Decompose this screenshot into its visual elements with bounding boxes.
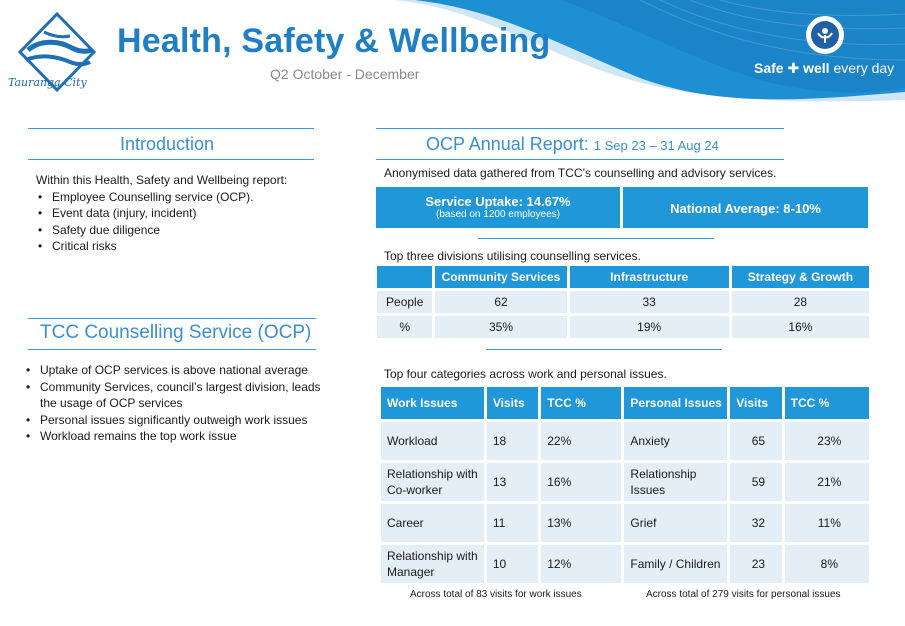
ocp-title-label: OCP Annual Report: [426, 134, 589, 154]
table-cell: 12% [541, 545, 622, 583]
table-cell: Relationship Issues [624, 463, 728, 501]
page-subtitle: Q2 October - December [270, 66, 420, 82]
table-cell: 23% [784, 422, 869, 460]
list-item: Critical risks [36, 238, 326, 255]
table-cell: 28 [731, 291, 869, 313]
header-wave [395, 0, 905, 102]
ocp-description: Anonymised data gathered from TCC’s coun… [384, 166, 777, 180]
table-cell: 65 [730, 422, 782, 460]
tagline: Safe ✚ well every day [754, 60, 894, 77]
table-cell: 62 [435, 291, 567, 313]
table-header-cell: Strategy & Growth [731, 266, 869, 288]
categories-intro: Top four categories across work and pers… [384, 367, 667, 381]
list-item: Community Services, council’s largest di… [24, 379, 334, 412]
table-row: Relationship with Co-worker 13 16% Relat… [381, 463, 869, 501]
table-cell: 32 [730, 504, 782, 542]
list-item: Uptake of OCP services is above national… [24, 362, 334, 379]
table-header-cell: Infrastructure [569, 266, 729, 288]
intro-text: Within this Health, Safety and Wellbeing… [36, 172, 326, 255]
categories-table: Work Issues Visits TCC % Personal Issues… [378, 384, 872, 586]
table-header-cell [377, 266, 433, 288]
table-cell: 8% [784, 545, 869, 583]
divider-rule [486, 349, 722, 350]
table-cell: People [377, 291, 433, 313]
counselling-text: Uptake of OCP services is above national… [24, 362, 334, 445]
table-cell: 13 [486, 463, 539, 501]
tauranga-city-logo [17, 11, 97, 93]
table-cell: 10 [486, 545, 539, 583]
personal-footnote: Across total of 279 visits for personal … [646, 589, 841, 600]
table-cell: 18 [486, 422, 539, 460]
table-header-cell: Community Services [435, 266, 567, 288]
ocp-rule-bottom [376, 159, 784, 160]
table-cell: Family / Children [624, 545, 728, 583]
table-header-cell: Work Issues [381, 387, 484, 419]
table-header-cell: Visits [730, 387, 782, 419]
table-header-row: Work Issues Visits TCC % Personal Issues… [381, 387, 869, 419]
table-cell: 13% [541, 504, 622, 542]
table-header-cell: Visits [486, 387, 539, 419]
counselling-title: TCC Counselling Service (OCP) [40, 322, 312, 343]
plus-icon: ✚ [787, 60, 800, 76]
logo-wordmark: Tauranga City [8, 76, 87, 89]
intro-title: Introduction [120, 134, 215, 154]
table-cell: 19% [569, 316, 729, 338]
table-cell: Grief [624, 504, 728, 542]
tagline-well: well [803, 60, 830, 76]
table-cell: Career [381, 504, 484, 542]
table-cell: Relationship with Co-worker [381, 463, 484, 501]
safe-well-badge-icon [806, 16, 844, 54]
page-title: Health, Safety & Wellbeing [117, 22, 551, 60]
table-cell: 16% [541, 463, 622, 501]
table-row: Career 11 13% Grief 32 11% [381, 504, 869, 542]
counselling-rule-bottom [28, 349, 316, 350]
work-footnote: Across total of 83 visits for work issue… [410, 589, 582, 600]
intro-lead: Within this Health, Safety and Wellbeing… [36, 173, 288, 187]
table-row: People 62 33 28 [377, 291, 869, 313]
list-item: Safety due diligence [36, 222, 326, 239]
service-uptake-value: Service Uptake: 14.67% [425, 194, 571, 209]
table-row: % 35% 19% 16% [377, 316, 869, 338]
intro-list: Employee Counselling service (OCP). Even… [36, 189, 326, 255]
counselling-rule-top [28, 318, 316, 319]
national-average-panel: National Average: 8-10% [623, 187, 868, 228]
ocp-rule-top [376, 128, 784, 129]
divisions-table: Community Services Infrastructure Strate… [374, 263, 872, 341]
table-cell: 35% [435, 316, 567, 338]
table-header-cell: TCC % [541, 387, 622, 419]
ocp-period: 1 Sep 23 – 31 Aug 24 [593, 138, 719, 153]
table-cell: 11% [784, 504, 869, 542]
table-cell: 16% [731, 316, 869, 338]
divider-rule [478, 238, 714, 239]
table-cell: 21% [784, 463, 869, 501]
table-cell: % [377, 316, 433, 338]
table-cell: Relationship with Manager [381, 545, 484, 583]
national-average-value: National Average: 8-10% [670, 201, 821, 216]
divisions-intro: Top three divisions utilising counsellin… [384, 249, 641, 263]
list-item: Employee Counselling service (OCP). [36, 189, 326, 206]
table-row: Relationship with Manager 10 12% Family … [381, 545, 869, 583]
list-item: Personal issues significantly outweigh w… [24, 412, 334, 429]
table-cell: Workload [381, 422, 484, 460]
list-item: Event data (injury, incident) [36, 205, 326, 222]
service-uptake-panel: Service Uptake: 14.67% (based on 1200 em… [376, 187, 620, 228]
table-header-row: Community Services Infrastructure Strate… [377, 266, 869, 288]
table-cell: 22% [541, 422, 622, 460]
intro-rule-bottom [28, 159, 314, 160]
table-cell: 33 [569, 291, 729, 313]
tagline-every-day: every day [833, 60, 895, 76]
table-cell: 59 [730, 463, 782, 501]
list-item: Workload remains the top work issue [24, 428, 334, 445]
tagline-safe: Safe [754, 60, 784, 76]
table-header-cell: Personal Issues [624, 387, 728, 419]
service-uptake-note: (based on 1200 employees) [436, 209, 560, 220]
table-row: Workload 18 22% Anxiety 65 23% [381, 422, 869, 460]
ocp-title: OCP Annual Report: 1 Sep 23 – 31 Aug 24 [426, 134, 719, 155]
intro-rule-top [28, 128, 314, 129]
table-cell: 11 [486, 504, 539, 542]
counselling-list: Uptake of OCP services is above national… [24, 362, 334, 445]
table-cell: Anxiety [624, 422, 728, 460]
table-cell: 23 [730, 545, 782, 583]
table-header-cell: TCC % [784, 387, 869, 419]
